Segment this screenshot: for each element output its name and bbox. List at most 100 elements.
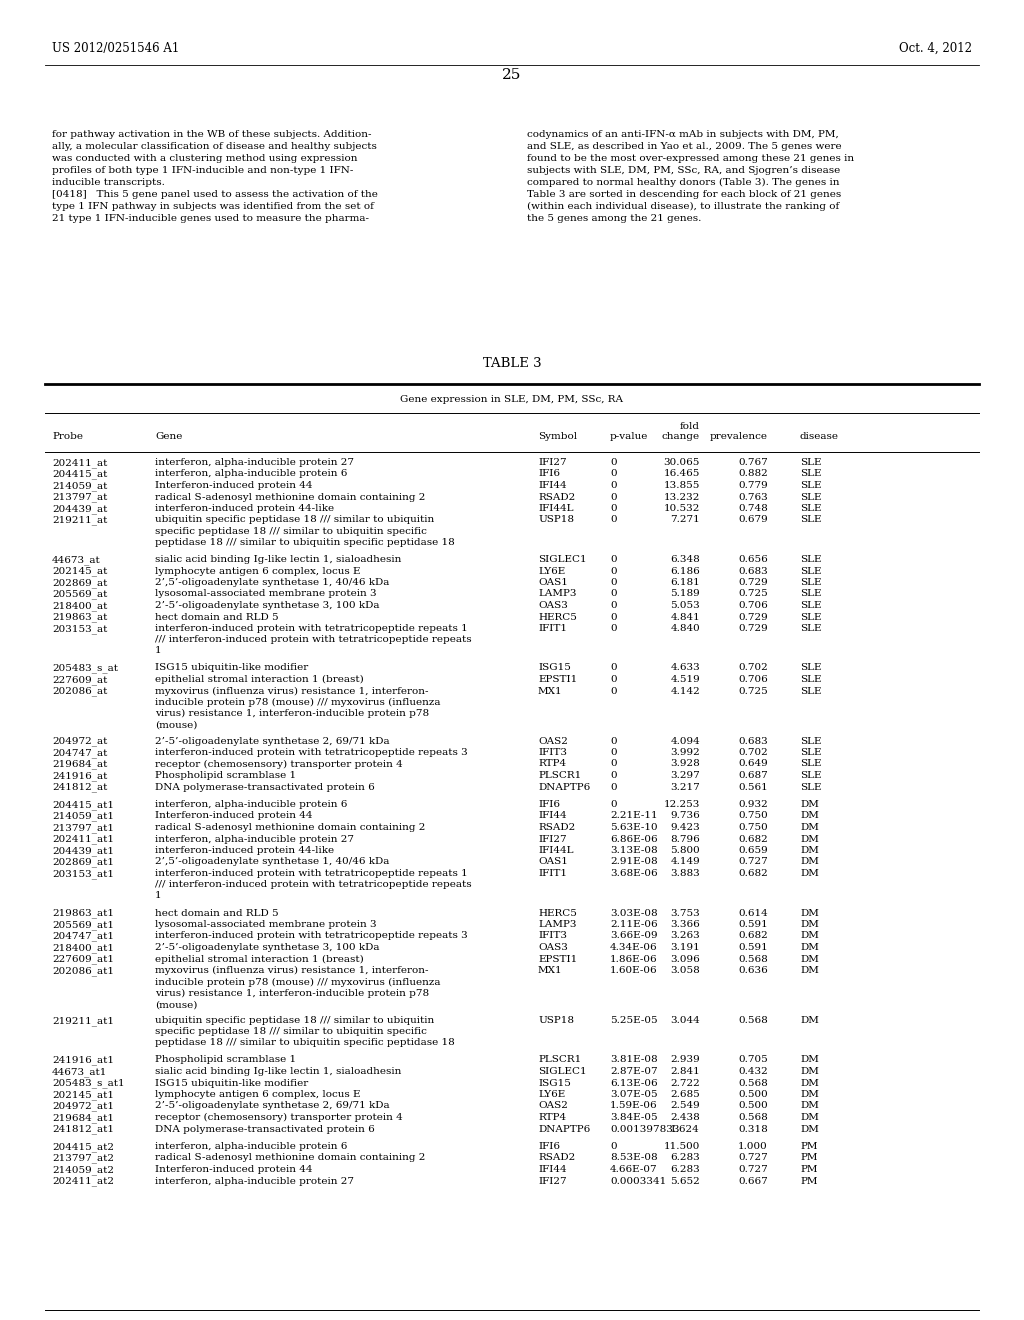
Text: 219863_at1: 219863_at1 — [52, 908, 114, 919]
Text: 0.729: 0.729 — [738, 612, 768, 622]
Text: Gene expression in SLE, DM, PM, SSc, RA: Gene expression in SLE, DM, PM, SSc, RA — [400, 395, 624, 404]
Text: 0.683: 0.683 — [738, 566, 768, 576]
Text: 0.729: 0.729 — [738, 624, 768, 634]
Text: 0.932: 0.932 — [738, 800, 768, 809]
Text: 0: 0 — [610, 601, 616, 610]
Text: DM: DM — [800, 966, 819, 975]
Text: 205569_at: 205569_at — [52, 590, 108, 599]
Text: 0.727: 0.727 — [738, 858, 768, 866]
Text: DNAPTP6: DNAPTP6 — [538, 783, 590, 792]
Text: lysosomal-associated membrane protein 3: lysosomal-associated membrane protein 3 — [155, 590, 377, 598]
Text: 204415_at2: 204415_at2 — [52, 1142, 114, 1151]
Text: 3.68E-06: 3.68E-06 — [610, 869, 657, 878]
Text: interferon-induced protein 44-like: interferon-induced protein 44-like — [155, 846, 334, 855]
Text: 227609_at: 227609_at — [52, 675, 108, 685]
Text: 6.283: 6.283 — [671, 1154, 700, 1163]
Text: 202869_at: 202869_at — [52, 578, 108, 587]
Text: 0.682: 0.682 — [738, 932, 768, 940]
Text: 7.271: 7.271 — [671, 516, 700, 524]
Text: 204439_at: 204439_at — [52, 504, 108, 513]
Text: 44673_at1: 44673_at1 — [52, 1067, 108, 1077]
Text: 0.727: 0.727 — [738, 1166, 768, 1173]
Text: SLE: SLE — [800, 686, 821, 696]
Text: 0.729: 0.729 — [738, 578, 768, 587]
Text: IFI44: IFI44 — [538, 812, 566, 821]
Text: 0.568: 0.568 — [738, 1016, 768, 1026]
Text: 4.840: 4.840 — [671, 624, 700, 634]
Text: 202411_at2: 202411_at2 — [52, 1176, 114, 1187]
Text: 6.86E-06: 6.86E-06 — [610, 834, 657, 843]
Text: 0.779: 0.779 — [738, 480, 768, 490]
Text: 0: 0 — [610, 771, 616, 780]
Text: ISG15 ubiquitin-like modifier: ISG15 ubiquitin-like modifier — [155, 664, 308, 672]
Text: DM: DM — [800, 1016, 819, 1026]
Text: 2’,5’-oligoadenylate synthetase 1, 40/46 kDa: 2’,5’-oligoadenylate synthetase 1, 40/46… — [155, 858, 389, 866]
Text: 11.500: 11.500 — [664, 1142, 700, 1151]
Text: 0.727: 0.727 — [738, 1154, 768, 1163]
Text: 6.181: 6.181 — [671, 578, 700, 587]
Text: SLE: SLE — [800, 516, 821, 524]
Text: SLE: SLE — [800, 675, 821, 684]
Text: 0.750: 0.750 — [738, 812, 768, 821]
Text: Interferon-induced protein 44: Interferon-induced protein 44 — [155, 812, 312, 821]
Text: SLE: SLE — [800, 601, 821, 610]
Text: interferon, alpha-inducible protein 6: interferon, alpha-inducible protein 6 — [155, 1142, 347, 1151]
Text: 0.659: 0.659 — [738, 846, 768, 855]
Text: 4.841: 4.841 — [671, 612, 700, 622]
Text: 0.500: 0.500 — [738, 1090, 768, 1100]
Text: 3.13E-08: 3.13E-08 — [610, 846, 657, 855]
Text: 214059_at2: 214059_at2 — [52, 1166, 114, 1175]
Text: 0: 0 — [610, 686, 616, 696]
Text: 0.656: 0.656 — [738, 554, 768, 564]
Text: interferon, alpha-inducible protein 27: interferon, alpha-inducible protein 27 — [155, 834, 354, 843]
Text: MX1: MX1 — [538, 966, 562, 975]
Text: 0.767: 0.767 — [738, 458, 768, 467]
Text: 241916_at1: 241916_at1 — [52, 1056, 114, 1065]
Text: IFIT1: IFIT1 — [538, 624, 567, 634]
Text: 0: 0 — [610, 516, 616, 524]
Text: 6.13E-06: 6.13E-06 — [610, 1078, 657, 1088]
Text: 0: 0 — [610, 504, 616, 513]
Text: IFI6: IFI6 — [538, 800, 560, 809]
Text: 1.60E-06: 1.60E-06 — [610, 966, 657, 975]
Text: 5.25E-05: 5.25E-05 — [610, 1016, 657, 1026]
Text: 9.423: 9.423 — [671, 822, 700, 832]
Text: epithelial stromal interaction 1 (breast): epithelial stromal interaction 1 (breast… — [155, 954, 364, 964]
Text: SLE: SLE — [800, 554, 821, 564]
Text: PM: PM — [800, 1176, 817, 1185]
Text: IFI44: IFI44 — [538, 1166, 566, 1173]
Text: 2’-5’-oligoadenylate synthetase 2, 69/71 kDa: 2’-5’-oligoadenylate synthetase 2, 69/71… — [155, 737, 389, 746]
Text: 2.549: 2.549 — [671, 1101, 700, 1110]
Text: 0.682: 0.682 — [738, 834, 768, 843]
Text: 0.0003341: 0.0003341 — [610, 1176, 667, 1185]
Text: SLE: SLE — [800, 612, 821, 622]
Text: 9.736: 9.736 — [671, 812, 700, 821]
Text: 0.591: 0.591 — [738, 920, 768, 929]
Text: 0: 0 — [610, 1142, 616, 1151]
Text: 219211_at: 219211_at — [52, 516, 108, 525]
Text: interferon, alpha-inducible protein 27: interferon, alpha-inducible protein 27 — [155, 458, 354, 467]
Text: MX1: MX1 — [538, 686, 562, 696]
Text: 204972_at: 204972_at — [52, 737, 108, 746]
Text: DM: DM — [800, 1125, 819, 1134]
Text: 2.438: 2.438 — [671, 1113, 700, 1122]
Text: 0: 0 — [610, 578, 616, 587]
Text: DM: DM — [800, 846, 819, 855]
Text: OAS1: OAS1 — [538, 858, 568, 866]
Text: 5.800: 5.800 — [671, 846, 700, 855]
Text: 8.796: 8.796 — [671, 834, 700, 843]
Text: 0.702: 0.702 — [738, 748, 768, 756]
Text: 0.614: 0.614 — [738, 908, 768, 917]
Text: hect domain and RLD 5: hect domain and RLD 5 — [155, 908, 279, 917]
Text: 3.096: 3.096 — [671, 954, 700, 964]
Text: ISG15: ISG15 — [538, 1078, 570, 1088]
Text: 3.81E-08: 3.81E-08 — [610, 1056, 657, 1064]
Text: 25: 25 — [503, 69, 521, 82]
Text: 204415_at1: 204415_at1 — [52, 800, 114, 809]
Text: 30.065: 30.065 — [664, 458, 700, 467]
Text: 0.683: 0.683 — [738, 737, 768, 746]
Text: SLE: SLE — [800, 470, 821, 479]
Text: sialic acid binding Ig-like lectin 1, sialoadhesin: sialic acid binding Ig-like lectin 1, si… — [155, 554, 401, 564]
Text: interferon, alpha-inducible protein 27: interferon, alpha-inducible protein 27 — [155, 1176, 354, 1185]
Text: interferon-induced protein with tetratricopeptide repeats 3: interferon-induced protein with tetratri… — [155, 932, 468, 940]
